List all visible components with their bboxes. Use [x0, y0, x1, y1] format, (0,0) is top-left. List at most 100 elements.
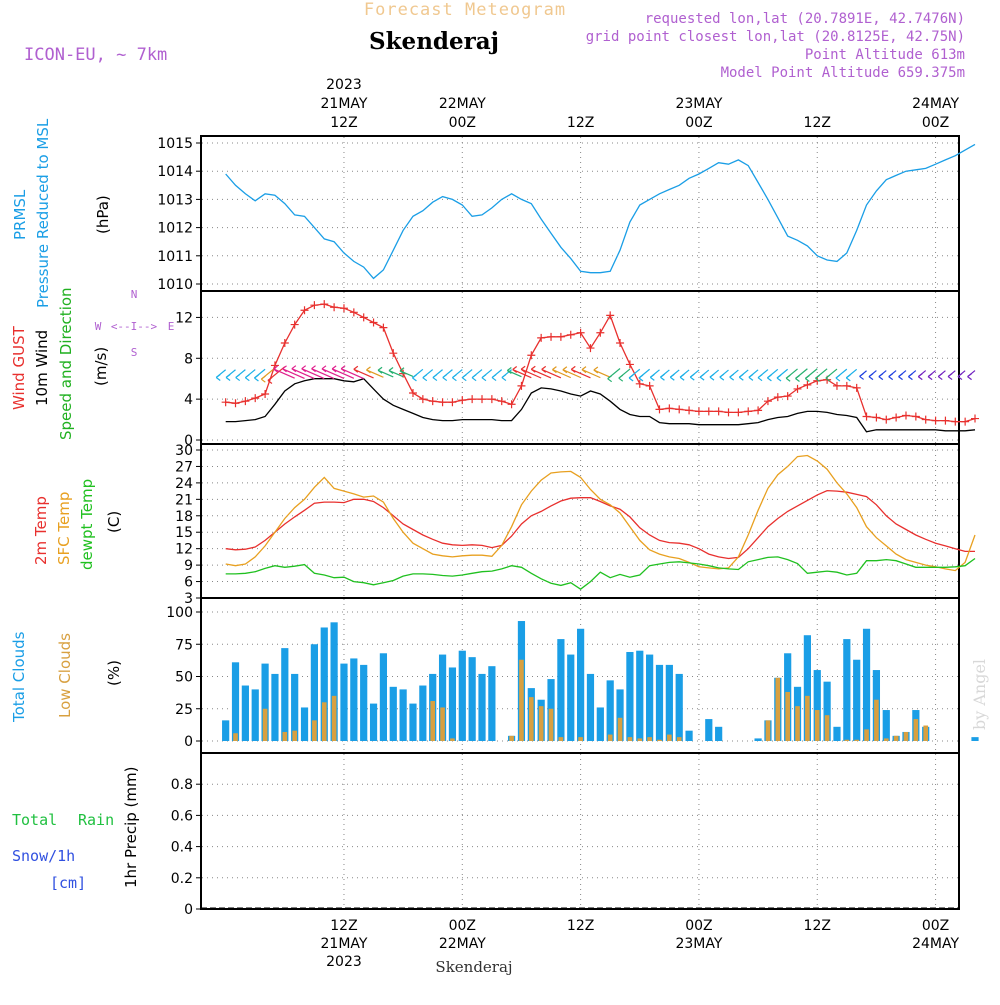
cloud-ytick-label: 0 — [184, 734, 193, 750]
gust-marker — [872, 413, 881, 422]
wind-arrow — [757, 369, 769, 382]
wind-arrow-head — [377, 366, 383, 374]
gust-label: Wind GUST — [10, 325, 28, 410]
wind-arrow-shaft — [512, 368, 532, 379]
wind-arrow — [868, 370, 877, 381]
wind-direction-arrows — [215, 365, 976, 384]
time-label-top: 12Z — [804, 115, 831, 131]
total-cloud-bar — [468, 657, 476, 741]
low-cloud-bar — [893, 735, 899, 741]
wind-arrow — [501, 369, 512, 382]
wind-arrow — [244, 369, 256, 382]
wind-arrow-shaft — [282, 368, 305, 379]
total-cloud-bar — [557, 639, 565, 741]
wind-arrow — [235, 369, 246, 382]
wind-arrow — [660, 369, 670, 381]
gust-marker — [704, 407, 713, 416]
wind-arrow — [957, 370, 966, 381]
temp-ytick-label: 15 — [175, 525, 193, 541]
precip-ytick-label: 0.6 — [171, 808, 193, 824]
low-cloud-bar — [844, 739, 850, 741]
time-label-bottom: 12Z — [330, 918, 357, 934]
wind-arrow-head — [835, 374, 841, 382]
wind-arrow — [815, 368, 828, 382]
gust-marker — [330, 303, 339, 312]
low-cloud-bar — [854, 739, 859, 741]
gust-marker — [961, 417, 970, 426]
wind-arrow — [366, 366, 384, 378]
wind-arrow — [859, 370, 867, 380]
low-cloud-bar — [864, 729, 869, 741]
wind-arrow-head — [481, 374, 487, 382]
wind-arrow-head — [767, 374, 772, 382]
gust-marker — [793, 384, 802, 393]
total-cloud-bar — [241, 685, 249, 741]
temp-ytick-label: 9 — [184, 558, 193, 574]
gust-marker — [763, 397, 772, 406]
wind-arrow-head — [399, 367, 405, 375]
wind-arrow-head — [738, 373, 744, 381]
time-label-bottom: 12Z — [567, 918, 594, 934]
wind-arrow — [679, 369, 690, 381]
low-cloud-bar — [903, 731, 909, 741]
low-cloud-bar — [795, 706, 800, 741]
pressure-series-0 — [225, 143, 976, 280]
low-cloud-bar — [331, 695, 337, 741]
wind-arrow-head — [795, 375, 800, 382]
temp-series-2 — [225, 556, 976, 590]
wind-arrow-head — [225, 373, 231, 381]
wind-arrow-head — [878, 373, 884, 381]
wind-arrow — [581, 366, 601, 379]
total-cloud-bar — [291, 673, 299, 741]
gust-marker — [438, 398, 447, 407]
gust-marker — [842, 381, 851, 390]
gust-marker — [251, 394, 260, 403]
total-cloud-bar — [222, 720, 230, 741]
low-cloud-bar — [578, 737, 583, 741]
wind-arrow — [471, 369, 483, 382]
time-label-bottom: 2023 — [326, 954, 362, 970]
precip-ytick-label: 0 — [184, 902, 193, 918]
wind-ytick-label: 0 — [184, 433, 193, 449]
low-cloud-bar — [617, 717, 623, 741]
wind-arrow-head — [491, 374, 497, 382]
wind-arrow — [917, 370, 927, 381]
gust-marker — [241, 397, 250, 406]
total-cloud-bar — [803, 635, 811, 741]
wind-arrow — [506, 367, 522, 378]
wind-arrow-head — [748, 373, 754, 381]
low-cloud-bar — [923, 725, 929, 741]
gust-marker — [349, 308, 358, 317]
gust-marker — [655, 405, 664, 414]
wind-arrow-head — [432, 374, 438, 382]
cloud-axis-labels: Total Clouds Low Clouds (%) — [10, 631, 123, 723]
wind-arrow — [282, 365, 305, 379]
total-cloud-bar — [705, 719, 713, 741]
wind-axis-labels: Wind GUST 10m Wind Speed and Direction (… — [10, 287, 174, 440]
low-cloud-bar — [676, 737, 682, 741]
wind-arrow-head — [422, 374, 428, 382]
temp-ytick-label: 3 — [184, 591, 193, 607]
wind-arrow — [669, 369, 680, 381]
gust-marker — [744, 407, 753, 416]
wind-frame — [200, 290, 960, 445]
gridpoint-coords: grid point closest lon,lat (20.8125E, 42… — [586, 29, 965, 45]
wind-arrow-head — [570, 365, 576, 373]
wind-arrow — [804, 368, 818, 382]
wind-arrow — [520, 365, 542, 379]
total-cloud-bar — [853, 659, 861, 741]
total-label: Total — [12, 811, 57, 829]
gust-marker — [408, 389, 417, 398]
wind-arrow-head — [282, 365, 287, 373]
location-title: Skenderaj — [369, 28, 499, 55]
speed-dir-label: Speed and Direction — [57, 287, 75, 440]
watermark: by Angel — [970, 659, 989, 730]
gust-marker — [507, 400, 516, 409]
wind-arrow — [340, 365, 364, 380]
gust-marker — [625, 360, 634, 369]
total-cloud-bar — [586, 673, 595, 741]
total-cloud-bar — [843, 639, 851, 741]
gust-marker — [468, 395, 477, 404]
gust-marker — [616, 338, 625, 347]
total-cloud-bar — [438, 654, 447, 741]
